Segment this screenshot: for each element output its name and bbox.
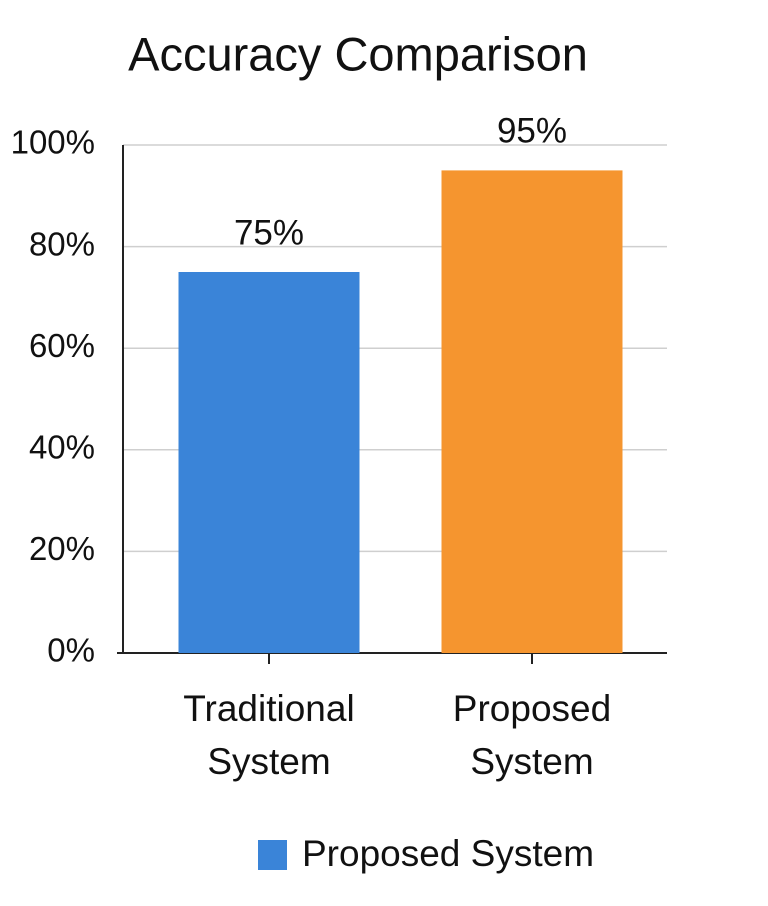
y-tick-label: 80%: [29, 225, 95, 262]
x-tick-label: Traditional System: [183, 688, 355, 782]
data-label: 75%: [234, 213, 304, 252]
data-label: 95%: [497, 112, 567, 151]
bar: [441, 170, 623, 653]
x-tick-label: Proposed System: [452, 688, 612, 782]
bar: [178, 272, 360, 653]
y-tick-label: 20%: [29, 530, 95, 567]
y-tick-label: 0%: [47, 632, 95, 669]
chart-title: Accuracy Comparison: [128, 27, 588, 80]
y-tick-label: 60%: [29, 327, 95, 364]
y-tick-label: 40%: [29, 429, 95, 466]
y-tick-label: 100%: [11, 124, 95, 161]
legend-label: Proposed System: [302, 833, 594, 874]
legend-swatch: [258, 840, 287, 870]
